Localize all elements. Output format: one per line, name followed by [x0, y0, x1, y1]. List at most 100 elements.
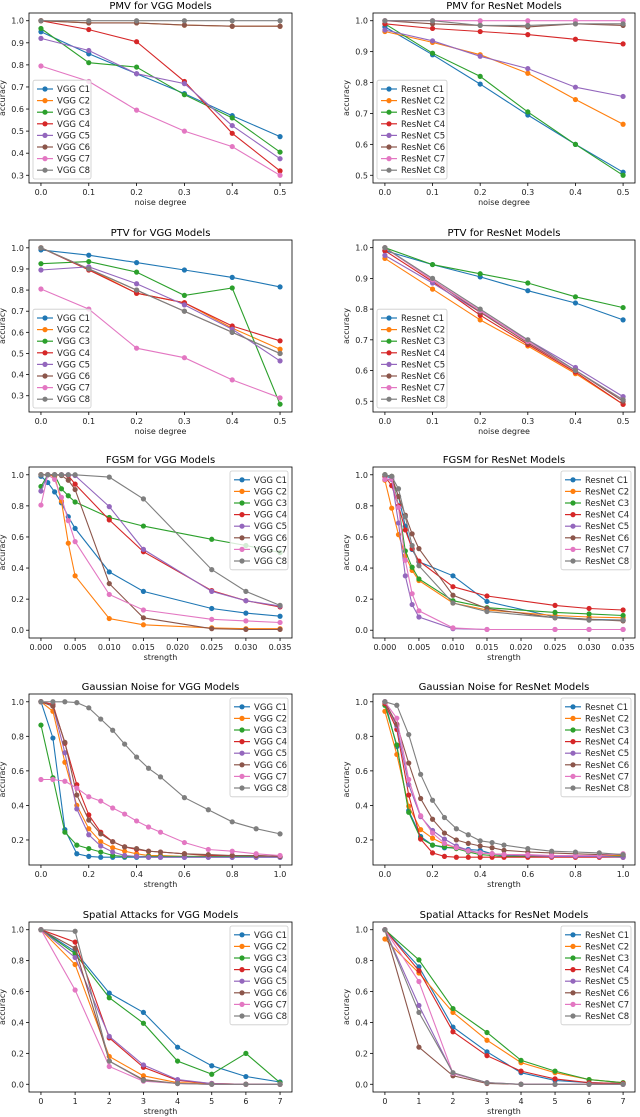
series-line — [40, 247, 281, 355]
legend-marker — [42, 385, 48, 391]
legend-marker — [570, 943, 576, 950]
y-tick-label: 0.8 — [355, 957, 368, 966]
legend-marker — [239, 558, 245, 564]
data-point — [181, 128, 188, 134]
legend-marker — [42, 86, 48, 92]
legend-label: Resnet C1 — [585, 476, 628, 486]
y-tick-label: 1.0 — [11, 244, 24, 253]
data-point — [394, 702, 400, 708]
data-point — [133, 845, 140, 852]
data-point — [86, 853, 92, 859]
subplot-5: FGSM for ResNet Models 0.000 0.005 0.010 0.0… — [342, 455, 636, 662]
legend-box — [32, 79, 92, 180]
data-point — [74, 851, 80, 857]
series-8 — [38, 927, 283, 1087]
data-point — [416, 614, 422, 620]
series-line — [40, 701, 280, 858]
data-point — [572, 21, 579, 27]
x-tick-label: 0.2 — [474, 188, 487, 197]
x-axis-label: strength — [487, 880, 521, 889]
data-point — [38, 25, 44, 32]
legend-label: VGG C1 — [57, 314, 90, 324]
data-point — [620, 317, 626, 323]
plot-frame — [372, 12, 636, 184]
legend-label: ResNet C2 — [401, 97, 445, 107]
data-point — [572, 367, 579, 374]
chart-title: Gaussian Noise for VGG Models — [82, 682, 240, 693]
data-point — [174, 1058, 181, 1064]
legend-box — [560, 925, 632, 1026]
x-tick-label: 0.020 — [510, 643, 533, 652]
data-point — [205, 852, 211, 858]
data-point — [174, 1044, 181, 1050]
data-point — [450, 1009, 456, 1016]
legend-label: ResNet C7 — [585, 772, 629, 782]
data-point — [409, 601, 415, 608]
data-point — [429, 797, 436, 803]
data-point — [477, 22, 483, 28]
data-point — [429, 261, 436, 268]
data-point — [429, 830, 436, 836]
legend-label: Resnet C1 — [585, 703, 628, 713]
legend-marker — [386, 144, 392, 150]
series-line — [40, 20, 280, 27]
data-point — [416, 968, 422, 974]
data-point — [450, 584, 456, 590]
subplot-2: PTV for VGG Models 0.0 0.1 0.2 0.3 0.4 0.5 0.3 0… — [0, 228, 293, 436]
legend-label: VGG C7 — [254, 545, 287, 555]
data-point — [62, 699, 68, 705]
data-point — [450, 573, 456, 579]
y-tick-label: 0.9 — [11, 265, 24, 274]
series-8 — [38, 245, 283, 357]
data-point — [86, 252, 92, 258]
data-point — [72, 954, 78, 961]
legend-label: ResNet C8 — [585, 557, 629, 567]
data-point — [229, 130, 235, 136]
legend-marker — [239, 978, 245, 984]
data-point — [157, 849, 164, 855]
series-line — [40, 288, 281, 399]
legend-marker — [239, 1013, 245, 1019]
plot-frame — [28, 12, 293, 184]
legend-marker — [42, 338, 48, 344]
legend-marker — [386, 167, 392, 173]
data-point — [106, 569, 112, 575]
data-point — [402, 514, 408, 520]
series-line — [384, 20, 624, 26]
data-point — [133, 818, 140, 824]
data-point — [209, 567, 215, 573]
data-point — [477, 28, 483, 35]
legend-marker — [386, 361, 392, 367]
legend-marker — [42, 132, 48, 138]
series-line — [384, 701, 624, 856]
y-tick-label: 0.2 — [355, 1049, 368, 1058]
x-axis-label: noise degree — [478, 198, 530, 207]
data-point — [418, 771, 424, 777]
data-point — [98, 843, 104, 849]
data-point — [477, 81, 483, 87]
x-tick-label: 7 — [277, 1097, 282, 1106]
data-point — [489, 851, 495, 857]
data-point — [62, 739, 68, 745]
x-tick-label: 0.3 — [178, 417, 191, 426]
data-point — [62, 778, 68, 784]
data-point — [477, 53, 483, 59]
legend-marker — [570, 762, 576, 768]
data-point — [477, 271, 483, 277]
legend-label: VGG C6 — [57, 372, 90, 382]
series-8 — [38, 472, 283, 608]
data-point — [394, 715, 400, 721]
data-point — [441, 840, 448, 847]
subplot-3: PTV for ResNet Models 0.0 0.1 0.2 0.3 0.4 0.5 0… — [342, 228, 636, 436]
data-point — [65, 540, 71, 546]
x-axis-label: strength — [487, 1107, 521, 1116]
data-point — [477, 306, 483, 312]
data-point — [429, 816, 436, 822]
x-tick-label: 6 — [587, 1097, 592, 1106]
legend-marker — [239, 990, 245, 996]
data-point — [181, 292, 188, 298]
data-point — [86, 705, 92, 711]
data-point — [572, 96, 579, 103]
